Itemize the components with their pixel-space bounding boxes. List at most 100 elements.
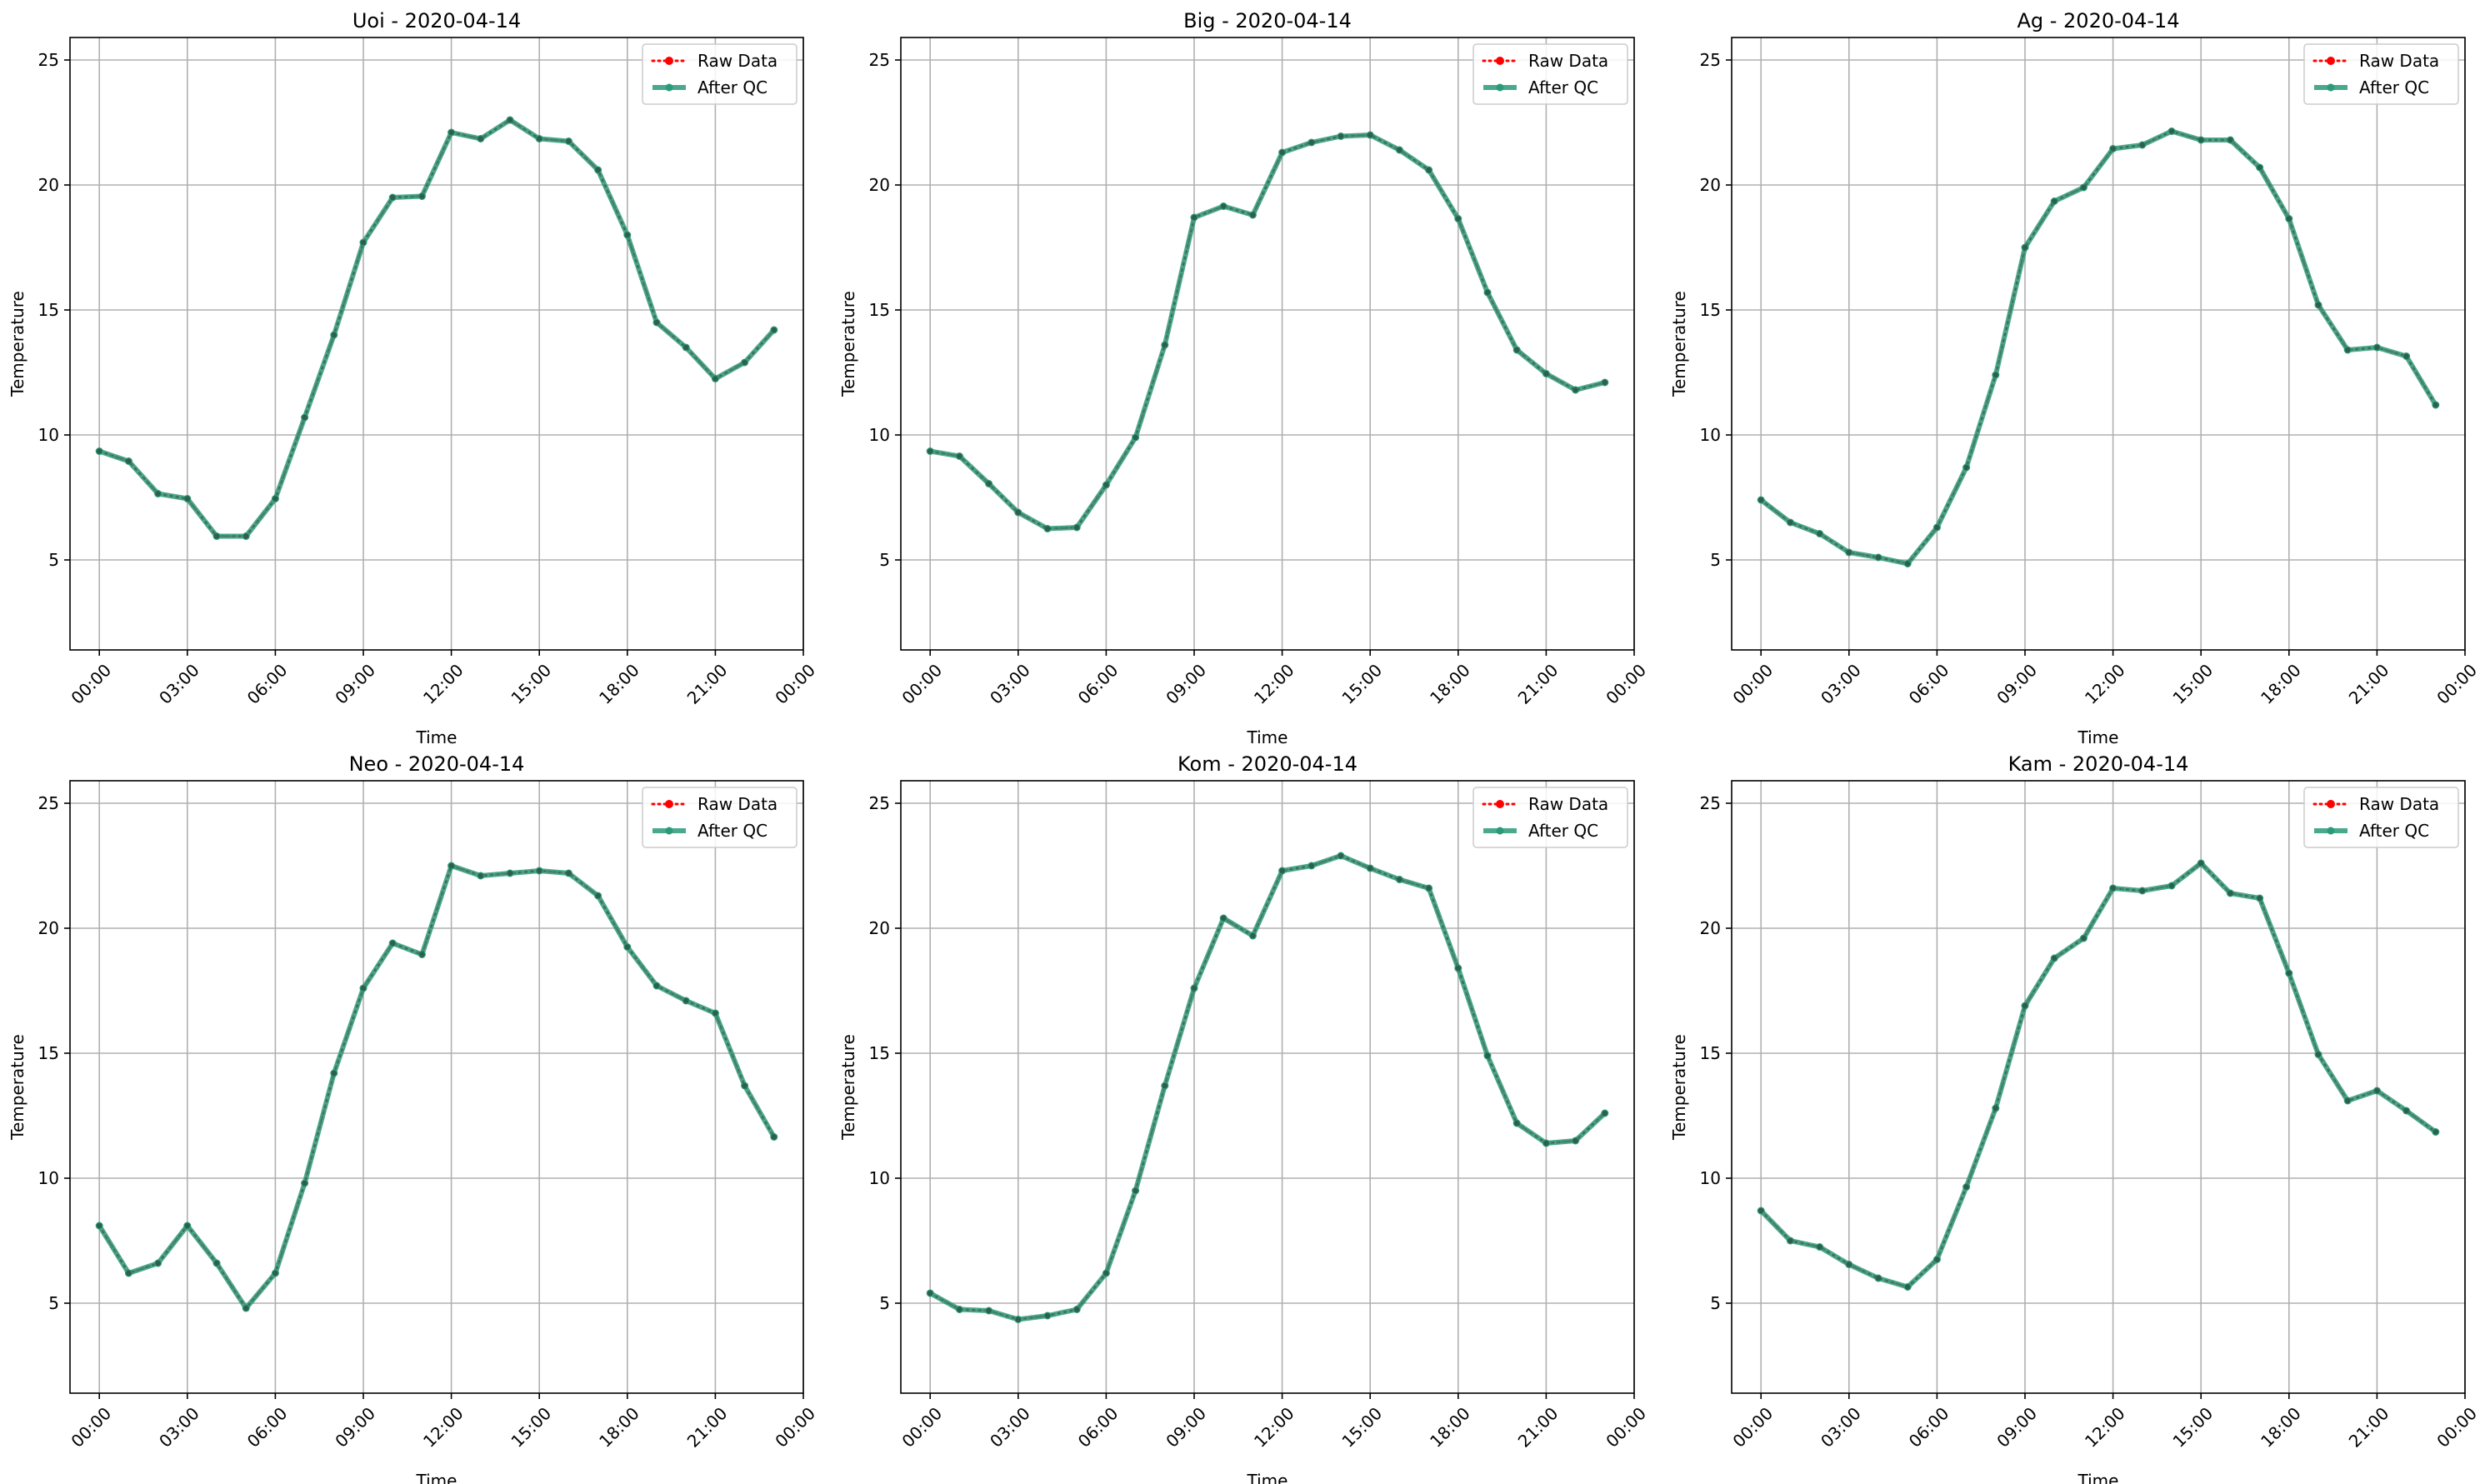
y-tick-label: 5 xyxy=(879,550,890,570)
x-axis-label: Time xyxy=(2078,1471,2119,1484)
x-tick-label: 00:00 xyxy=(67,660,115,708)
data-point-overlap xyxy=(419,952,425,957)
data-point-overlap xyxy=(1308,862,1315,869)
y-tick-label: 25 xyxy=(38,793,59,813)
data-point-overlap xyxy=(595,892,601,899)
legend-label: Raw Data xyxy=(698,794,778,814)
data-point-overlap xyxy=(1191,985,1198,992)
data-point-overlap xyxy=(2198,137,2204,143)
data-point-overlap xyxy=(1963,1184,1969,1190)
y-tick-label: 5 xyxy=(1710,1293,1721,1313)
data-point-overlap xyxy=(1368,865,1373,872)
x-tick-label: 15:00 xyxy=(507,1403,555,1452)
data-point-overlap xyxy=(1514,1120,1520,1127)
legend-marker-raw xyxy=(1496,57,1504,65)
x-tick-label: 12:00 xyxy=(419,660,468,708)
data-point-overlap xyxy=(1484,289,1491,296)
x-tick-label: 09:00 xyxy=(331,1403,379,1452)
data-point-overlap xyxy=(624,232,630,238)
x-tick-label: 00:00 xyxy=(1728,1403,1777,1452)
data-point-overlap xyxy=(2110,885,2116,892)
x-tick-label: 15:00 xyxy=(1338,1403,1386,1452)
x-tick-label: 00:00 xyxy=(67,1403,115,1452)
x-tick-label: 00:00 xyxy=(1728,660,1777,708)
data-point-overlap xyxy=(1846,1262,1852,1267)
y-tick-label: 10 xyxy=(869,425,890,445)
legend: Raw Data After QC xyxy=(1472,43,1628,105)
legend-label: Raw Data xyxy=(1528,51,1608,71)
data-point-overlap xyxy=(126,1270,132,1277)
legend-label: After QC xyxy=(1528,77,1598,97)
data-point-overlap xyxy=(507,870,513,877)
x-axis-label: Time xyxy=(1247,1471,1288,1484)
data-point-overlap xyxy=(1788,519,1793,526)
data-point-overlap xyxy=(1875,1275,1882,1282)
chart-panel: 5 10 15 20 25 00:00 03:00 06:00 09:00 12:00 15:00 1… xyxy=(838,9,1650,747)
data-point-overlap xyxy=(1397,147,1402,153)
data-point-overlap xyxy=(2022,244,2028,251)
data-point-overlap xyxy=(771,327,777,333)
data-point-overlap xyxy=(1162,342,1168,348)
data-point-overlap xyxy=(1905,561,1911,567)
data-point-overlap xyxy=(1514,347,1520,353)
y-tick-label: 25 xyxy=(38,50,59,70)
y-tick-label: 20 xyxy=(38,918,59,938)
x-tick-label: 18:00 xyxy=(2257,660,2305,708)
data-point-overlap xyxy=(1934,1257,1940,1262)
data-point-overlap xyxy=(1455,965,1462,972)
x-tick-label: 12:00 xyxy=(2081,1403,2129,1452)
y-axis-label: Temperature xyxy=(1669,291,1689,397)
data-point-overlap xyxy=(2198,860,2204,867)
data-point-overlap xyxy=(272,1270,278,1277)
data-point-overlap xyxy=(2139,142,2145,148)
x-tick-label: 06:00 xyxy=(243,1403,292,1452)
data-point-overlap xyxy=(97,1222,102,1229)
data-point-overlap xyxy=(1905,1284,1911,1290)
data-point-overlap xyxy=(2374,344,2380,351)
y-tick-label: 15 xyxy=(869,300,890,320)
y-tick-label: 15 xyxy=(1700,300,1721,320)
data-point-overlap xyxy=(1162,1082,1168,1089)
y-axis-label: Temperature xyxy=(838,291,858,397)
data-point-overlap xyxy=(1103,1270,1109,1277)
chart-panel: 5 10 15 20 25 00:00 03:00 06:00 09:00 12:00 15:00 1… xyxy=(1669,9,2481,747)
series-line-after-qc xyxy=(928,132,1608,532)
data-point-overlap xyxy=(1426,167,1432,173)
data-point-overlap xyxy=(2374,1087,2380,1094)
y-axis-label: Temperature xyxy=(838,1034,858,1141)
legend: Raw Data After QC xyxy=(642,787,798,848)
data-point-overlap xyxy=(566,870,572,877)
x-tick-label: 00:00 xyxy=(771,660,819,708)
data-point-overlap xyxy=(2168,128,2175,134)
x-tick-label: 09:00 xyxy=(1162,1403,1210,1452)
data-point-overlap xyxy=(595,167,601,173)
plot-area xyxy=(70,781,803,1393)
legend-marker-raw xyxy=(2327,800,2335,808)
data-point-overlap xyxy=(1015,509,1022,516)
y-axis-label: Temperature xyxy=(8,1034,28,1141)
chart-title: Big - 2020-04-14 xyxy=(1183,9,1352,32)
data-point-overlap xyxy=(1758,1207,1764,1214)
chart-panel: 5 10 15 20 25 00:00 03:00 06:00 09:00 12:00 15:00 1… xyxy=(8,752,819,1484)
data-point-overlap xyxy=(390,940,396,947)
legend-marker-after-qc xyxy=(1496,827,1504,835)
data-point-overlap xyxy=(1044,526,1051,532)
legend-marker-after-qc xyxy=(665,827,673,835)
data-point-overlap xyxy=(1455,216,1462,222)
x-axis-label: Time xyxy=(1247,727,1288,747)
axes-frame xyxy=(1731,780,2466,1394)
legend-label: After QC xyxy=(2359,821,2429,841)
data-point-overlap xyxy=(683,344,689,351)
data-point-overlap xyxy=(2257,164,2262,171)
data-point-overlap xyxy=(1279,867,1285,874)
data-point-overlap xyxy=(213,1260,220,1267)
y-tick-label: 5 xyxy=(879,1293,890,1313)
y-tick-label: 5 xyxy=(1710,550,1721,570)
data-point-overlap xyxy=(155,491,161,497)
y-tick-label: 10 xyxy=(38,425,59,445)
data-point-overlap xyxy=(360,985,367,992)
data-point-overlap xyxy=(184,496,190,502)
data-point-overlap xyxy=(1992,372,1998,378)
data-point-overlap xyxy=(928,448,933,454)
